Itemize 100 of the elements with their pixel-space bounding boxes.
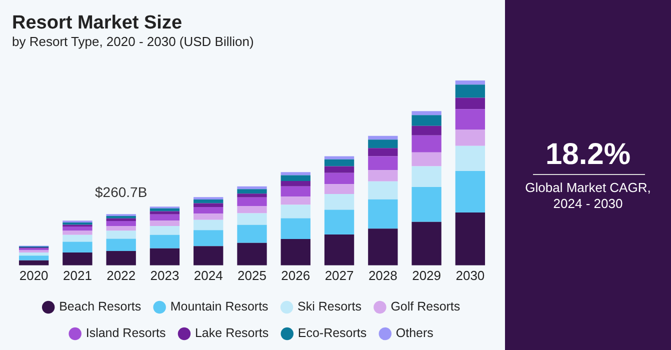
bar [324,194,354,210]
bar [18,252,49,256]
bar [368,148,398,156]
bar [237,242,267,266]
bar [237,197,267,206]
bar [194,200,224,204]
bar [150,220,180,226]
x-tick-label: 2030 [456,268,485,283]
bar [280,172,310,176]
x-tick-label: 2027 [324,268,354,283]
bar [150,214,180,221]
legend-label: Eco-Resorts [298,326,367,340]
bar [368,199,398,229]
bar [280,175,310,182]
bar [150,248,180,266]
bar [324,166,354,173]
bar [412,115,442,126]
bar [18,256,49,260]
bar [194,197,224,200]
bar [412,111,442,116]
bar [237,213,267,225]
x-tick-label: 2021 [62,268,92,283]
legend-label: Beach Resorts [59,300,142,314]
bar [237,189,267,194]
bar [280,196,310,205]
legend-label: Lake Resorts [194,326,269,340]
bar [412,186,442,222]
bar [280,186,310,197]
bar [455,109,486,130]
bar [324,184,354,194]
bar [106,250,136,266]
bar [412,222,442,266]
annotation: $260.7B [95,184,148,200]
bar [455,146,486,172]
bar [412,166,442,187]
x-tick-label: 2028 [368,268,398,283]
bar [237,194,267,198]
bar [62,252,92,266]
bar [324,159,354,166]
info-panel: 18.2% Global Market CAGR, 2024 - 2030 [505,0,671,350]
bar [455,212,486,266]
bar [237,224,267,243]
legend-label: Golf Resorts [390,300,460,314]
bar [194,214,224,220]
bar [237,186,267,190]
bar [324,210,354,235]
chart-subtitle: by Resort Type, 2020 - 2030 (USD Billion) [12,34,254,50]
x-tick-label: 2029 [412,268,442,283]
bar [150,211,180,214]
legend-label: Mountain Resorts [170,300,268,314]
bar [412,135,442,152]
bar [280,181,310,186]
bar [280,218,310,239]
bar [106,226,136,231]
bar [106,230,136,239]
bar [368,170,398,182]
bar [194,220,224,230]
bar [150,226,180,235]
bar [455,130,486,146]
bar [368,156,398,170]
bar [106,238,136,251]
bar [368,181,398,200]
legend-label: Others [396,326,434,340]
x-tick-label: 2020 [19,268,48,283]
bar [62,242,92,252]
bar [368,228,398,266]
bar [62,230,92,235]
bar [106,218,136,221]
bar [455,171,486,212]
bar [18,260,49,266]
bar [62,222,92,225]
bar [194,230,224,246]
bar [412,126,442,136]
bar [62,226,92,231]
bar [455,80,486,85]
bar [62,234,92,242]
x-tick-label: 2025 [238,268,266,283]
x-tick-label: 2024 [194,268,223,283]
bar [106,221,136,226]
bar [324,234,354,266]
x-tick-label: 2022 [106,268,136,283]
bar [324,156,354,160]
bar [324,172,354,184]
bar [280,204,310,218]
chart-title: Resort Market Size [12,12,182,34]
bar [150,234,180,248]
x-tick-label: 2023 [150,268,180,283]
bar [194,203,224,207]
bar [368,136,398,140]
bar [237,206,267,214]
legend-label: Ski Resorts [298,300,362,314]
x-tick-label: 2026 [281,268,310,283]
bar [455,84,486,98]
legend-label: Island Resorts [86,326,166,340]
bar [412,152,442,166]
bar [194,206,224,214]
bar [280,238,310,266]
bar [368,140,398,148]
bar [150,208,180,212]
bar [455,98,486,110]
